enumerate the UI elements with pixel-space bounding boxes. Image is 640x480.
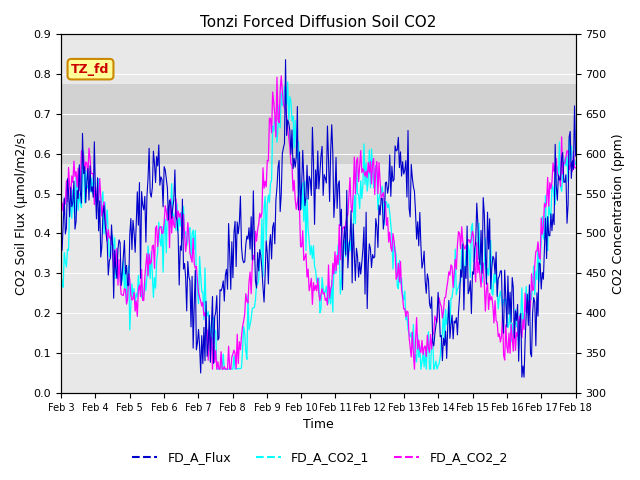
FD_A_Flux bbox=[57, 239, 65, 244]
FD_A_CO2_2 bbox=[217, 349, 225, 355]
Line: FD_A_CO2_1: FD_A_CO2_1 bbox=[61, 82, 575, 369]
FD_A_CO2_2 bbox=[438, 303, 445, 309]
FD_A_CO2_1 bbox=[527, 291, 534, 297]
FD_A_CO2_1 bbox=[57, 273, 65, 278]
FD_A_Flux bbox=[346, 236, 354, 241]
FD_A_CO2_2 bbox=[57, 214, 65, 219]
FD_A_Flux bbox=[371, 254, 378, 260]
FD_A_Flux bbox=[217, 288, 225, 294]
FD_A_CO2_2 bbox=[277, 73, 285, 79]
FD_A_Flux bbox=[282, 57, 289, 62]
FD_A_CO2_1 bbox=[417, 366, 425, 372]
FD_A_CO2_1 bbox=[217, 353, 225, 359]
FD_A_Flux bbox=[274, 165, 282, 170]
FD_A_CO2_1 bbox=[572, 161, 579, 167]
Y-axis label: CO2 Concentration (ppm): CO2 Concentration (ppm) bbox=[612, 133, 625, 294]
FD_A_CO2_1 bbox=[371, 167, 378, 173]
X-axis label: Time: Time bbox=[303, 419, 333, 432]
Legend: FD_A_Flux, FD_A_CO2_1, FD_A_CO2_2: FD_A_Flux, FD_A_CO2_1, FD_A_CO2_2 bbox=[127, 446, 513, 469]
Line: FD_A_Flux: FD_A_Flux bbox=[61, 60, 575, 377]
Line: FD_A_CO2_2: FD_A_CO2_2 bbox=[61, 76, 575, 369]
FD_A_CO2_2 bbox=[411, 366, 419, 372]
Title: Tonzi Forced Diffusion Soil CO2: Tonzi Forced Diffusion Soil CO2 bbox=[200, 15, 436, 30]
FD_A_CO2_1 bbox=[274, 124, 282, 130]
FD_A_CO2_2 bbox=[371, 192, 378, 197]
FD_A_CO2_2 bbox=[572, 165, 579, 171]
FD_A_CO2_1 bbox=[346, 248, 354, 254]
Text: TZ_fd: TZ_fd bbox=[71, 63, 109, 76]
FD_A_CO2_2 bbox=[527, 302, 534, 308]
FD_A_CO2_2 bbox=[346, 175, 354, 180]
FD_A_Flux bbox=[518, 374, 525, 380]
Bar bbox=[61, 84, 575, 164]
FD_A_CO2_2 bbox=[274, 117, 282, 123]
Y-axis label: CO2 Soil Flux (μmol/m2/s): CO2 Soil Flux (μmol/m2/s) bbox=[15, 132, 28, 295]
FD_A_Flux bbox=[572, 153, 579, 159]
FD_A_Flux bbox=[436, 334, 444, 340]
FD_A_CO2_1 bbox=[284, 79, 292, 85]
FD_A_Flux bbox=[527, 350, 534, 356]
FD_A_CO2_1 bbox=[438, 338, 445, 344]
